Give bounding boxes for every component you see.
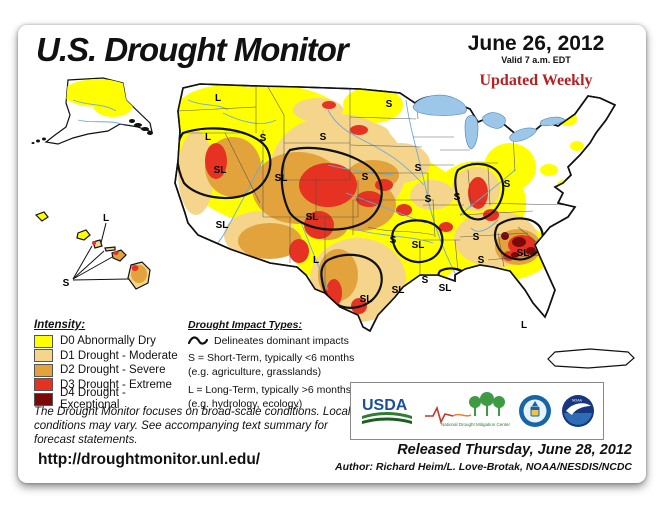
map-impact-label: S [454,192,461,203]
map-impact-label: SL [439,283,452,294]
released-date: Released Thursday, June 28, 2012 [397,442,632,458]
map-impact-label: S [425,194,432,205]
map-impact-label: SL [412,240,425,251]
drought-monitor-url[interactable]: http://droughtmonitor.unl.edu/ [38,451,261,468]
impact-legend: Drought Impact Types: Delineates dominan… [188,319,356,412]
map-impact-label: S [504,179,511,190]
map-impact-label: S [63,278,70,289]
valid-time: Valid 7 a.m. EDT [501,55,571,66]
legend-label: D0 Abnormally Dry [60,335,156,347]
map-impact-label: SL [306,212,319,223]
map-impact-label: S [415,163,422,174]
map-impact-label: SL [216,220,229,231]
map-impact-label: S [320,132,327,143]
map-impact-label: S [473,232,480,243]
impact-heading: Drought Impact Types: [188,319,302,331]
usda-logo-text: USDA [362,397,408,414]
disclaimer-text: The Drought Monitor focuses on broad-sca… [34,406,351,447]
map-impact-label: S [390,235,397,246]
intensity-legend-items: D0 Abnormally Dry D1 Drought - Moderate D2… [34,334,184,411]
map-impact-label: S [478,255,485,266]
noaa-seal-icon: NOAA [562,395,595,427]
legend-label: D4 Drought - Exceptional [60,387,126,411]
legend-label: D3 Drought - Extreme [60,378,172,391]
map-impact-label: L [313,255,319,266]
legend-row-d2: D2 Drought - Severe [34,363,184,377]
great-lakes [412,94,566,150]
legend-swatch-d1 [34,349,53,362]
legend-swatch-d3 [34,378,53,391]
map-impact-label: SL [275,173,288,184]
map-impact-label: SL [392,285,405,296]
ndmc-logo: National Drought Mitigation Center [424,392,511,427]
author-credit: Author: Richard Heim/L. Love-Brotak, NOA… [335,461,632,473]
noaa-logo-text: NOAA [572,399,583,403]
alaska-inset [31,77,153,222]
date-block: June 26, 2012 Valid 7 a.m. EDT Updated W… [438,32,634,90]
long-term-label: L = Long-Term, typically >6 months [188,384,352,397]
map-impact-label: S [362,172,369,183]
drought-monitor-card: U.S. Drought Monitor June 26, 2012 Valid… [18,25,646,483]
legend-swatch-d2 [34,363,53,377]
updated-weekly-note: Updated Weekly [479,72,593,90]
legend-swatch-d0 [34,334,53,348]
hawaii-inset [72,222,151,290]
short-term-example: (e.g. agriculture, grasslands) [188,365,322,378]
map-impact-label: L [103,213,109,224]
map-impact-label: SL [214,165,227,176]
ndmc-logo-text: National Drought Mitigation Center [441,422,511,427]
map-date: June 26, 2012 [467,32,605,55]
map-impact-label: S [422,275,429,286]
map-impact-label: SL [360,294,373,305]
legend-row-d4: D4 Drought - Exceptional [34,387,184,411]
long-term-example: (e.g. hydrology, ecology) [188,397,303,410]
legend-label: D2 Drought - Severe [60,364,166,376]
rivers [187,99,516,291]
impact-labels-layer: L L S S S SL SL S SL SL L S SL SL SL S SL S S S S S S SL L L S [63,93,530,331]
page-title: U.S. Drought Monitor [36,31,349,68]
intensity-legend: Intensity: D0 Abnormally Dry D1 Drought -… [34,319,184,411]
us-drought-map: L L S S S SL SL S SL SL L S SL SL SL S SL S S S S S S SL L L S [31,77,635,369]
legend-row-d1: D1 Drought - Moderate [34,349,184,363]
drought-shading [175,85,590,330]
delineates-label: Delineates dominant impacts [214,334,349,347]
puerto-rico-inset [547,348,635,369]
legend-row-d3: D3 Drought - Extreme [34,378,184,392]
map-impact-label: SL [517,248,530,259]
map-impact-label: S [260,133,267,144]
legend-label: D1 Drought - Moderate [60,349,178,362]
intensity-heading: Intensity: [34,319,86,331]
squiggle-line-icon [188,336,208,345]
usda-logo: USDA [361,397,412,424]
agency-logo-box: USDA National Drought Mitigation Center [350,382,604,440]
map-impact-label: S [386,99,393,110]
map-impact-label: L [521,320,527,331]
map-impact-label: L [215,93,221,104]
legend-swatch-d4 [34,392,53,406]
short-term-label: S = Short-Term, typically <6 months [188,352,355,365]
map-impact-label: L [205,132,211,143]
commerce-seal-icon [519,395,552,427]
legend-row-d0: D0 Abnormally Dry [34,334,184,348]
